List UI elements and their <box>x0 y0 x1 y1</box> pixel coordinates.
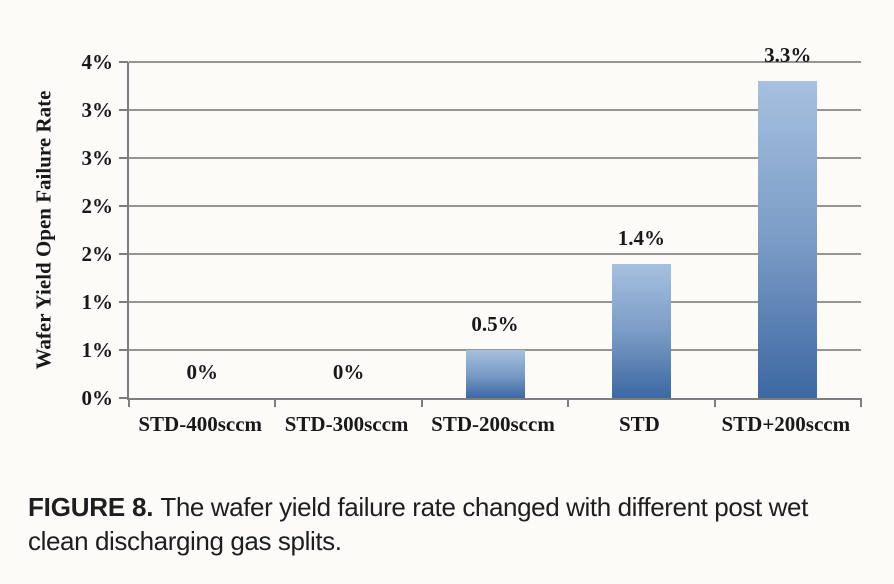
bar <box>758 81 818 398</box>
bar <box>611 264 671 398</box>
bar <box>465 350 525 398</box>
plot-area: 0% 1% 1% 2% 2% 3% 3% 4% 0% 0% 0.5% 1.4% 3.3% <box>82 43 862 410</box>
gridline <box>129 301 861 303</box>
x-tick <box>128 398 130 407</box>
figure-caption: FIGURE 8. The wafer yield failure rate ch… <box>28 490 873 558</box>
y-tick-label: 1% <box>81 338 114 362</box>
caption-text: The wafer yield failure rate changed wit… <box>28 492 808 556</box>
y-tick <box>119 205 128 207</box>
x-tick-label: STD-400sccm <box>138 412 263 436</box>
value-label: 1.4% <box>617 226 666 250</box>
x-tick-label: STD-300sccm <box>284 412 409 436</box>
x-tick <box>860 398 862 407</box>
y-tick-label: 3% <box>81 146 114 170</box>
gridline <box>129 205 861 207</box>
value-label: 0% <box>186 360 218 384</box>
y-tick <box>119 61 128 63</box>
x-tick-label: STD-200sccm <box>431 412 555 436</box>
gridline <box>129 61 861 63</box>
gridline <box>129 109 861 111</box>
y-tick <box>119 349 128 351</box>
gridline <box>129 253 861 255</box>
x-axis-labels: STD-400sccm STD-300sccm STD-200sccm STD STD+… <box>127 410 859 440</box>
y-tick-label: 2% <box>81 194 114 218</box>
y-axis-title: Wafer Yield Open Failure Rate <box>31 90 56 370</box>
x-tick <box>420 398 423 407</box>
y-tick <box>119 109 128 111</box>
y-tick <box>119 301 128 303</box>
x-tick-label: STD+200sccm <box>721 412 851 436</box>
y-tick-label: 4% <box>81 50 114 74</box>
x-tick <box>567 398 570 407</box>
bar-chart: Wafer Yield Open Failure Rate 0% 1% 1% 2% 2%… <box>31 43 862 440</box>
x-tick-label: STD <box>618 412 660 436</box>
y-tick <box>119 397 128 399</box>
y-tick <box>119 157 128 159</box>
y-tick-label: 2% <box>81 242 114 266</box>
value-label: 0.5% <box>471 312 519 336</box>
value-label: 3.3% <box>764 43 812 67</box>
y-tick-label: 3% <box>81 98 114 122</box>
y-tick-label: 1% <box>81 290 114 314</box>
value-label: 0% <box>332 360 365 384</box>
y-tick-label: 0% <box>81 386 114 410</box>
gridline <box>129 157 861 159</box>
caption-label: FIGURE 8. <box>28 492 154 522</box>
y-tick <box>119 253 128 255</box>
x-tick <box>713 398 716 407</box>
x-tick <box>274 398 277 407</box>
